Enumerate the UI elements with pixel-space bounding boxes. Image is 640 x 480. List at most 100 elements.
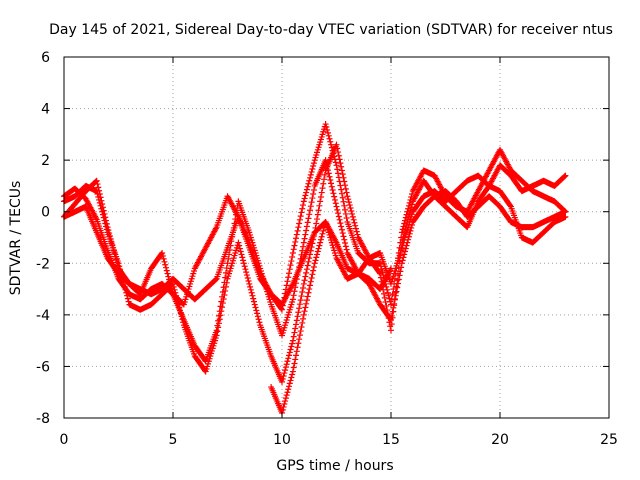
data-point (323, 123, 330, 130)
data-point (308, 244, 315, 251)
data-point (254, 310, 261, 317)
data-point (312, 224, 319, 231)
y-tick-label: 2 (41, 153, 50, 169)
data-point (293, 352, 300, 359)
data-point (335, 210, 342, 217)
data-point (389, 314, 396, 321)
data-point (310, 233, 317, 240)
data-point (280, 403, 287, 410)
y-tick-label: -8 (36, 411, 50, 427)
data-point (292, 356, 299, 363)
data-point (338, 223, 345, 230)
data-point (99, 211, 106, 218)
data-point (116, 263, 123, 270)
data-point (383, 303, 390, 310)
y-tick-label: -4 (36, 308, 50, 324)
data-point (405, 233, 412, 240)
grid (64, 57, 609, 418)
data-point (163, 267, 170, 274)
data-point (236, 245, 243, 252)
data-point (240, 260, 247, 267)
data-point (294, 344, 301, 351)
data-point (340, 233, 347, 240)
data-point (394, 284, 401, 291)
data-point (119, 275, 126, 282)
data-point (342, 240, 349, 247)
data-point (93, 177, 100, 184)
data-point (306, 255, 313, 262)
data-point (300, 202, 307, 209)
data-point (384, 307, 391, 314)
data-point (213, 332, 220, 339)
data-point (287, 377, 294, 384)
data-point (173, 292, 180, 299)
data-point (307, 207, 314, 214)
data-point (393, 283, 400, 290)
x-tick-label: 5 (169, 432, 178, 448)
data-point (284, 278, 291, 285)
data-point (100, 214, 107, 221)
data-point (303, 297, 310, 304)
data-point (124, 295, 131, 302)
data-point (293, 231, 300, 238)
data-point (307, 174, 314, 181)
series-track-e (268, 172, 569, 416)
data-point (352, 222, 359, 229)
data-point (255, 316, 262, 323)
data-point (340, 174, 347, 181)
data-point (117, 266, 124, 273)
data-point (247, 286, 254, 293)
data-point (99, 208, 106, 215)
data-point (318, 189, 325, 196)
data-point (334, 145, 341, 152)
data-point (289, 254, 296, 261)
data-point (293, 235, 300, 242)
data-point (309, 195, 316, 202)
data-point (296, 305, 303, 312)
data-point (118, 272, 125, 279)
y-tick-label: 4 (41, 102, 50, 118)
data-point (378, 278, 385, 285)
data-point (300, 284, 307, 291)
data-point (333, 203, 340, 210)
data-point (339, 194, 346, 201)
data-point (302, 273, 309, 280)
data-point (289, 337, 296, 344)
data-point (218, 308, 225, 315)
data-point (120, 277, 127, 284)
data-point (296, 332, 303, 339)
data-point (381, 294, 388, 301)
data-point (102, 220, 109, 227)
data-point (391, 296, 398, 303)
data-point (250, 298, 257, 305)
data-point (173, 295, 180, 302)
data-point (300, 280, 307, 287)
data-point (324, 126, 331, 133)
data-point (303, 186, 310, 193)
data-point (180, 319, 187, 326)
data-point (342, 210, 349, 217)
data-point (296, 216, 303, 223)
data-point (384, 311, 391, 318)
data-point (309, 165, 316, 172)
data-point (286, 352, 293, 359)
data-point (348, 207, 355, 214)
y-axis-ticks: 6 4 2 0 -2 -4 -6 -8 (36, 50, 609, 427)
data-point (562, 213, 569, 220)
data-point (296, 336, 303, 343)
data-point (303, 266, 310, 273)
data-point (254, 313, 261, 320)
data-point (335, 213, 342, 220)
data-point (331, 193, 338, 200)
data-point (216, 316, 223, 323)
data-point (320, 180, 327, 187)
data-point (103, 223, 110, 230)
data-point (314, 251, 321, 258)
data-point (165, 273, 172, 280)
data-point (303, 300, 310, 307)
data-point (294, 227, 301, 234)
data-point (328, 141, 335, 148)
data-point (316, 202, 323, 209)
data-point (97, 202, 104, 209)
data-point (310, 186, 317, 193)
